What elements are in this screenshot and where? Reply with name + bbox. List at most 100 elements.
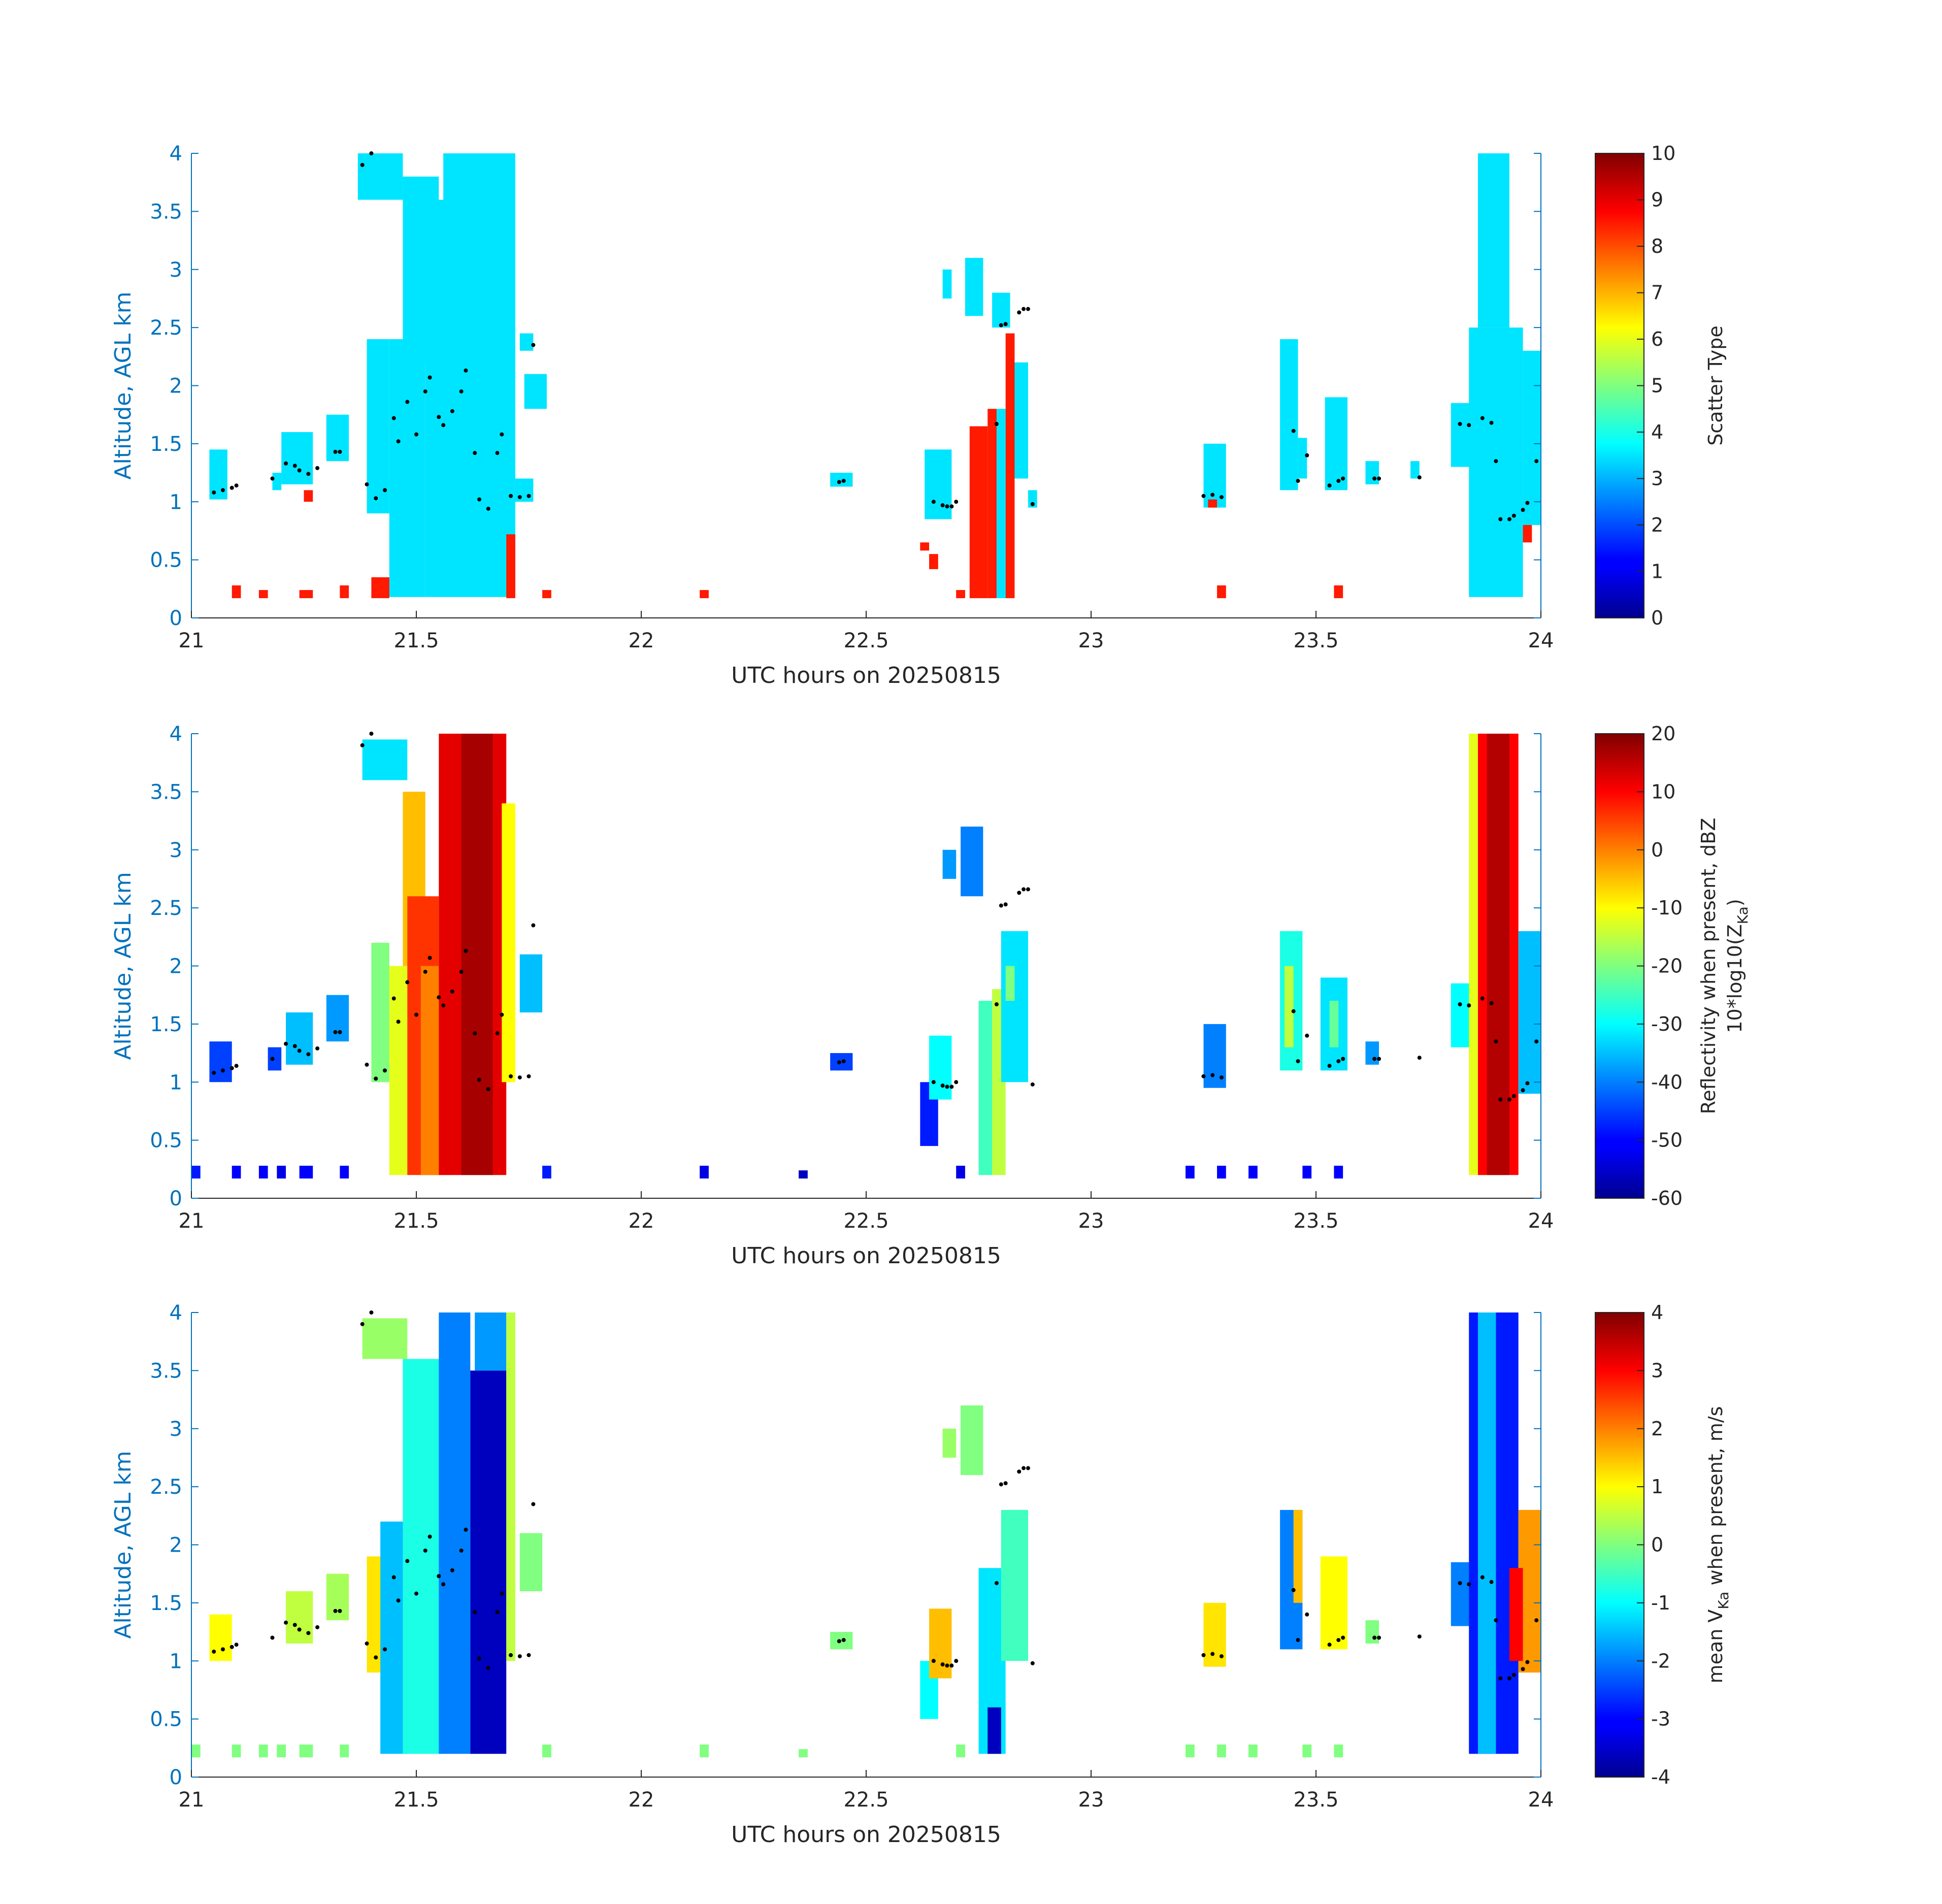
colorbar-tick-label: 5 bbox=[1651, 375, 1663, 397]
marker-point bbox=[212, 1649, 216, 1654]
marker-point bbox=[1417, 1056, 1422, 1060]
x-tick-label: 21.5 bbox=[393, 1209, 439, 1233]
x-tick-label: 21 bbox=[179, 1788, 205, 1812]
x-tick-label: 22 bbox=[629, 1209, 654, 1233]
marker-point bbox=[405, 980, 410, 984]
marker-point bbox=[1336, 1638, 1341, 1643]
heatmap-cell bbox=[700, 1744, 709, 1758]
colorbar-tick-label: -4 bbox=[1651, 1766, 1670, 1788]
heatmap-cell bbox=[326, 995, 349, 1042]
marker-point bbox=[949, 504, 954, 509]
marker-point bbox=[396, 1020, 401, 1024]
y-tick-label: 1 bbox=[170, 1650, 182, 1673]
heatmap-cell bbox=[942, 1428, 957, 1458]
marker-point bbox=[1467, 423, 1471, 428]
heatmap-cell bbox=[942, 849, 957, 879]
heatmap-cell bbox=[277, 1744, 286, 1758]
y-tick-label: 0 bbox=[170, 607, 182, 630]
marker-point bbox=[1219, 1075, 1224, 1080]
heatmap-cell bbox=[956, 1744, 965, 1758]
marker-point bbox=[1372, 1057, 1377, 1061]
marker-point bbox=[405, 400, 410, 404]
heatmap-cell bbox=[1028, 490, 1037, 508]
marker-point bbox=[1026, 887, 1030, 892]
marker-point bbox=[234, 483, 239, 488]
heatmap-cell bbox=[277, 1165, 286, 1179]
heatmap-cell bbox=[1523, 350, 1541, 525]
marker-point bbox=[517, 1654, 522, 1659]
marker-point bbox=[365, 1641, 369, 1646]
colorbar-tick-label: 1 bbox=[1651, 1475, 1663, 1498]
heatmap-cell bbox=[1186, 1744, 1195, 1758]
marker-point bbox=[423, 969, 427, 974]
marker-point bbox=[1030, 502, 1035, 506]
marker-point bbox=[1480, 1575, 1485, 1580]
marker-point bbox=[284, 1041, 288, 1046]
heatmap-cell bbox=[470, 1370, 507, 1754]
colorbar-tick-label: 3 bbox=[1651, 468, 1663, 490]
marker-point bbox=[1480, 416, 1485, 420]
marker-point bbox=[1525, 1660, 1530, 1664]
y-tick-label: 4 bbox=[170, 723, 182, 746]
heatmap-cell bbox=[799, 1749, 808, 1758]
marker-point bbox=[945, 1085, 949, 1089]
marker-point bbox=[292, 1044, 297, 1048]
marker-point bbox=[486, 506, 490, 511]
heatmap-cell bbox=[519, 954, 543, 1012]
marker-point bbox=[509, 494, 513, 498]
marker-point bbox=[234, 1643, 239, 1647]
marker-point bbox=[994, 1581, 999, 1585]
marker-point bbox=[949, 1085, 954, 1089]
marker-point bbox=[284, 461, 288, 466]
heatmap-cell bbox=[439, 1312, 471, 1754]
marker-point bbox=[526, 1653, 531, 1657]
marker-point bbox=[391, 416, 396, 420]
marker-point bbox=[945, 504, 949, 509]
colorbar-gradient bbox=[1595, 733, 1644, 1199]
y-tick-label: 3 bbox=[170, 839, 182, 862]
marker-point bbox=[1327, 1643, 1332, 1647]
marker-point bbox=[1377, 1635, 1381, 1640]
marker-point bbox=[1201, 1074, 1206, 1078]
marker-point bbox=[1521, 1667, 1525, 1671]
x-tick-label: 23 bbox=[1078, 629, 1104, 652]
marker-point bbox=[1494, 1039, 1498, 1044]
x-tick-label: 24 bbox=[1528, 1209, 1554, 1233]
marker-point bbox=[1305, 1612, 1309, 1617]
heatmap-cell bbox=[340, 1744, 349, 1758]
marker-point bbox=[1030, 1082, 1035, 1087]
marker-point bbox=[441, 423, 446, 428]
marker-point bbox=[949, 1663, 954, 1668]
colorbar-tick-label: -50 bbox=[1651, 1129, 1683, 1152]
heatmap-cell bbox=[925, 449, 952, 519]
heatmap-cell bbox=[506, 1312, 515, 1661]
marker-point bbox=[1026, 307, 1030, 311]
marker-point bbox=[1458, 1581, 1462, 1585]
marker-point bbox=[1336, 479, 1341, 483]
colorbar: -60 -50 -40 -30 -20 -10 0 10 20 Reflectivity when… bbox=[1595, 723, 1751, 1209]
y-tick-label: 0.5 bbox=[150, 1129, 182, 1153]
marker-point bbox=[473, 1610, 477, 1615]
heatmap-cell bbox=[1217, 1165, 1226, 1179]
marker-point bbox=[437, 995, 441, 1000]
marker-point bbox=[414, 432, 418, 437]
heatmap-cell bbox=[326, 1573, 349, 1621]
marker-point bbox=[382, 1647, 387, 1652]
marker-point bbox=[391, 1575, 396, 1580]
marker-point bbox=[940, 503, 945, 508]
marker-point bbox=[1341, 1057, 1345, 1061]
colorbar: 0 1 2 3 4 5 6 7 8 9 10 Scatter Type bbox=[1595, 142, 1727, 629]
marker-point bbox=[954, 1080, 959, 1085]
y-axis-label: Altitude, AGL km bbox=[110, 872, 136, 1060]
marker-point bbox=[382, 488, 387, 493]
heatmap-cell bbox=[371, 942, 389, 1082]
marker-point bbox=[473, 451, 477, 455]
colorbar-label: mean VKa when present, m/s bbox=[1704, 1406, 1732, 1684]
marker-point bbox=[464, 368, 468, 373]
heatmap-cell bbox=[830, 473, 853, 487]
marker-point bbox=[1498, 1097, 1503, 1102]
heatmap-cell bbox=[1334, 1165, 1343, 1179]
heatmap-cell bbox=[286, 1591, 313, 1644]
heatmap-cell bbox=[403, 1359, 444, 1754]
marker-point bbox=[531, 923, 536, 928]
